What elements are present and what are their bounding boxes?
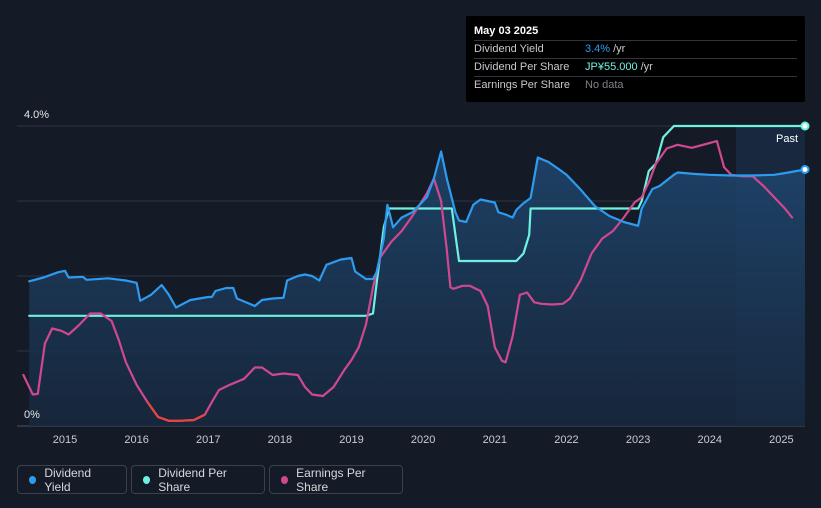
tooltip-value: 3.4% xyxy=(585,43,611,55)
x-tick-label: 2019 xyxy=(339,434,363,446)
legend-label: Dividend Per Share xyxy=(158,465,227,494)
legend-dividend-per-share[interactable]: Dividend Per Share xyxy=(131,465,265,494)
x-tick-label: 2023 xyxy=(626,434,650,446)
dividend-yield-dot-icon xyxy=(29,475,37,484)
y-tick-label-bottom: 0% xyxy=(24,409,40,421)
past-label: Past xyxy=(776,133,798,145)
dividend-per-share-end-point xyxy=(800,121,810,131)
dividend-yield-area xyxy=(29,151,805,426)
tooltip-row-earnings-per-share: Earnings Per Share No data xyxy=(474,76,797,94)
x-tick-label: 2015 xyxy=(53,434,77,446)
x-tick-label: 2017 xyxy=(196,434,220,446)
x-tick-label: 2025 xyxy=(769,434,793,446)
tooltip-panel: May 03 2025 Dividend Yield 3.4% /yr Divi… xyxy=(466,16,805,102)
legend-dividend-yield[interactable]: Dividend Yield xyxy=(17,465,127,494)
legend-label: Dividend Yield xyxy=(44,465,92,494)
x-tick-label: 2022 xyxy=(554,434,578,446)
legend-earnings-per-share[interactable]: Earnings Per Share xyxy=(269,465,403,494)
x-tick-label: 2021 xyxy=(483,434,507,446)
tooltip-value: No data xyxy=(585,79,624,91)
x-tick-label: 2020 xyxy=(411,434,435,446)
dividend-per-share-dot-icon xyxy=(143,475,151,484)
tooltip-unit: /yr xyxy=(613,43,626,55)
tooltip-label: Dividend Yield xyxy=(474,43,544,55)
tooltip-row-dividend-per-share: Dividend Per Share JP¥55.000 /yr xyxy=(474,58,797,76)
tooltip-label: Earnings Per Share xyxy=(474,79,570,91)
tooltip-date: May 03 2025 xyxy=(474,25,539,37)
dividend-yield-end-point xyxy=(800,165,810,174)
tooltip-label: Dividend Per Share xyxy=(474,61,570,73)
tooltip-value: JP¥55.000 xyxy=(585,61,638,73)
tooltip-unit: /yr xyxy=(640,61,653,73)
x-tick-label: 2018 xyxy=(268,434,292,446)
legend-label: Earnings Per Share xyxy=(296,465,366,494)
earnings-per-share-dot-icon xyxy=(281,475,289,484)
dividend-yield-line xyxy=(28,150,807,309)
earnings-per-share-low-segment xyxy=(146,401,206,422)
x-tick-label: 2024 xyxy=(697,434,721,446)
y-tick-label-top: 4.0% xyxy=(24,109,49,121)
tooltip-row-dividend-yield: Dividend Yield 3.4% /yr xyxy=(474,40,797,58)
x-tick-label: 2016 xyxy=(124,434,148,446)
